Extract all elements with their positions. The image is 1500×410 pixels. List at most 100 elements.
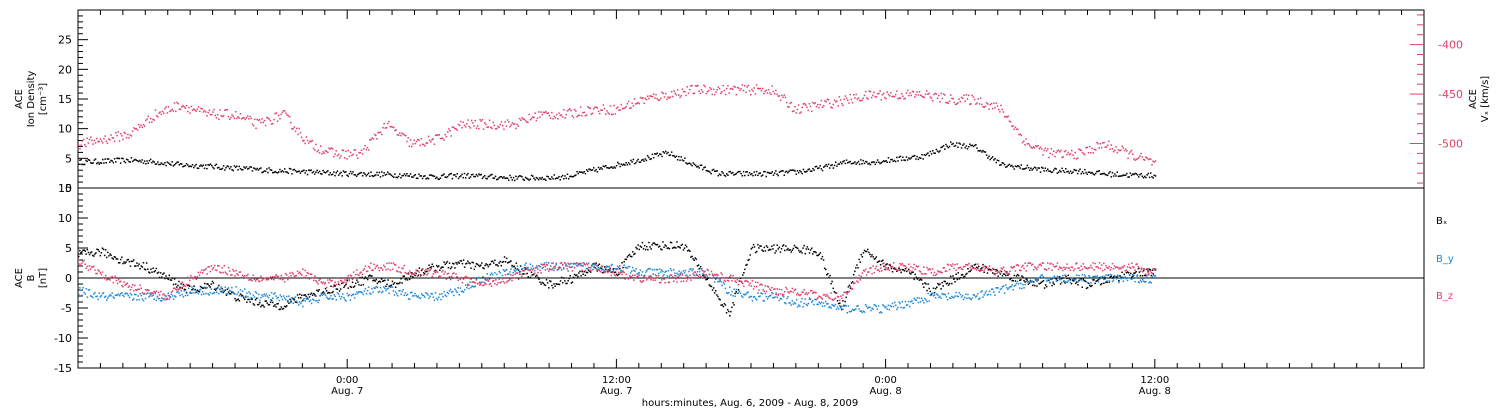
data-point bbox=[894, 160, 897, 163]
data-point bbox=[240, 118, 243, 120]
data-point bbox=[1086, 146, 1088, 149]
data-point bbox=[203, 287, 205, 289]
data-point bbox=[305, 136, 308, 138]
data-point bbox=[341, 175, 343, 177]
data-point bbox=[235, 286, 237, 288]
data-point bbox=[1028, 281, 1031, 283]
data-point bbox=[510, 268, 512, 270]
data-point bbox=[136, 289, 138, 291]
data-point bbox=[619, 165, 621, 168]
data-point bbox=[739, 292, 742, 294]
data-point bbox=[484, 278, 486, 281]
data-point bbox=[772, 248, 774, 250]
data-point bbox=[875, 265, 878, 268]
data-point bbox=[874, 163, 876, 166]
data-point bbox=[1039, 146, 1042, 149]
data-point bbox=[753, 171, 755, 173]
data-point bbox=[269, 119, 272, 122]
data-point bbox=[1140, 152, 1142, 155]
data-point bbox=[726, 173, 728, 175]
data-point bbox=[1043, 149, 1045, 152]
data-point bbox=[753, 296, 756, 298]
data-point bbox=[578, 263, 580, 266]
data-point bbox=[1066, 171, 1068, 173]
data-point bbox=[927, 292, 929, 295]
data-point bbox=[245, 295, 247, 297]
data-point bbox=[1086, 173, 1088, 175]
data-point bbox=[632, 266, 634, 269]
data-point bbox=[164, 297, 166, 300]
data-point bbox=[645, 277, 647, 279]
data-point bbox=[1042, 262, 1045, 264]
data-point bbox=[167, 278, 169, 281]
data-point bbox=[290, 274, 292, 277]
data-point bbox=[807, 302, 810, 305]
data-point bbox=[1112, 150, 1115, 153]
data-point bbox=[843, 305, 845, 308]
data-point bbox=[285, 306, 287, 308]
data-point bbox=[557, 283, 560, 285]
data-point bbox=[912, 302, 914, 305]
data-point bbox=[999, 269, 1002, 272]
data-point bbox=[1022, 276, 1024, 278]
data-point bbox=[358, 151, 360, 154]
data-point bbox=[115, 279, 118, 282]
data-point bbox=[1110, 176, 1112, 178]
data-point bbox=[178, 288, 180, 291]
data-point bbox=[961, 294, 964, 297]
data-point bbox=[761, 293, 763, 295]
data-point bbox=[1065, 149, 1067, 152]
data-point bbox=[588, 168, 590, 170]
data-point bbox=[825, 163, 827, 166]
data-point bbox=[881, 270, 883, 272]
data-point bbox=[1063, 171, 1066, 174]
data-point bbox=[784, 290, 786, 293]
data-point bbox=[462, 291, 465, 293]
data-point bbox=[921, 95, 923, 98]
data-point bbox=[327, 292, 329, 294]
data-point bbox=[481, 177, 484, 180]
data-point bbox=[99, 272, 102, 274]
data-point bbox=[180, 287, 182, 289]
data-point bbox=[209, 292, 211, 294]
data-point bbox=[969, 297, 971, 300]
data-point bbox=[559, 114, 561, 117]
data-point bbox=[856, 98, 859, 100]
data-point bbox=[886, 91, 888, 93]
data-point bbox=[1010, 286, 1012, 288]
data-point bbox=[1002, 266, 1005, 268]
data-point bbox=[134, 128, 136, 130]
data-point bbox=[593, 266, 595, 269]
data-point bbox=[355, 293, 357, 295]
data-point bbox=[272, 275, 274, 278]
data-point bbox=[970, 298, 972, 301]
data-point bbox=[387, 171, 389, 173]
data-point bbox=[899, 262, 901, 265]
data-point bbox=[406, 173, 408, 175]
data-point bbox=[973, 144, 976, 147]
data-point bbox=[932, 295, 935, 297]
bottom-ytick-label: -10 bbox=[54, 332, 72, 345]
data-point bbox=[129, 292, 132, 295]
data-point bbox=[1044, 284, 1047, 286]
data-point bbox=[785, 302, 787, 305]
data-point bbox=[897, 160, 899, 162]
data-point bbox=[933, 152, 935, 154]
data-point bbox=[328, 291, 330, 294]
data-point bbox=[682, 90, 685, 93]
data-point bbox=[197, 106, 200, 108]
data-point bbox=[380, 267, 383, 269]
data-point bbox=[633, 162, 636, 165]
data-point bbox=[827, 99, 830, 101]
data-point bbox=[127, 133, 129, 136]
data-point bbox=[152, 292, 154, 295]
data-point bbox=[367, 275, 370, 277]
data-point bbox=[333, 285, 335, 287]
data-point bbox=[704, 275, 706, 278]
data-point bbox=[764, 90, 766, 93]
data-point bbox=[439, 137, 442, 140]
data-point bbox=[214, 289, 217, 291]
data-point bbox=[1116, 171, 1118, 173]
data-point bbox=[490, 174, 492, 176]
data-point bbox=[1103, 282, 1105, 284]
